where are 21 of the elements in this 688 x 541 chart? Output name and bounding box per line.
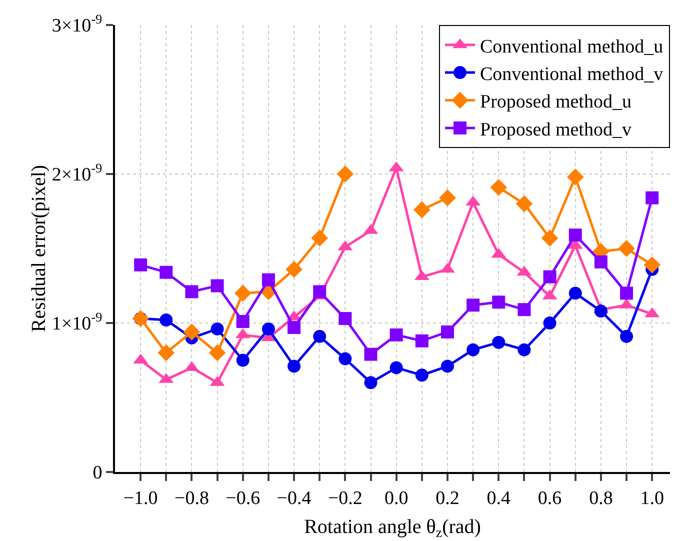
y-tick-label: 1×10$^{-9}$ [52,310,103,335]
legend-label: Proposed method_v [480,119,632,140]
x-tick-label: −0.4 [276,488,312,509]
x-tick-label: −1.0 [123,488,158,509]
legend-label: Conventional method_u [480,36,664,58]
x-tick-label: 0.8 [589,488,613,509]
y-axis-title: Residual error(pixel) [28,164,50,332]
x-tick-label: 1.0 [640,488,664,509]
x-tick-label: −0.6 [226,488,260,509]
x-tick-label: −0.8 [174,488,209,509]
y-tick-label: 3×10$^{-9}$ [52,12,103,37]
y-tick-label: 0 [92,462,102,484]
x-axis-title: Rotation angle θ$_{z}$(rad) [304,516,481,541]
legend-label: Proposed method_u [480,92,632,113]
x-tick-label: −0.2 [328,488,362,509]
x-tick-label: 0.4 [486,488,512,509]
x-tick-label: 0.2 [436,488,460,509]
y-tick-label: 2×10$^{-9}$ [52,160,103,186]
legend-label: Conventional method_v [480,64,664,85]
x-tick-label: 0.6 [538,488,562,509]
x-tick-label: 0.0 [384,488,408,509]
